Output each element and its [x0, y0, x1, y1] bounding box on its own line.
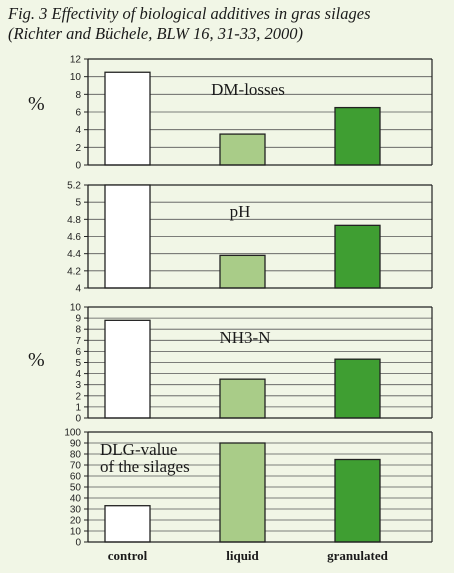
- bar-granulated: [334, 106, 381, 166]
- y-tick-label: 0: [75, 414, 81, 425]
- y-tick-label: 0: [75, 161, 81, 172]
- y-tick-label: 5: [75, 358, 81, 369]
- x-tick-label-control: control: [108, 548, 148, 563]
- y-tick-label: 2: [75, 143, 81, 154]
- y-tick-label: 6: [75, 347, 81, 358]
- y-tick-label: 70: [70, 461, 82, 472]
- y-tick-label: 1: [75, 402, 81, 413]
- y-tick-label: 20: [70, 516, 82, 527]
- y-tick-label: 0: [75, 538, 81, 549]
- y-tick-label: 2: [75, 391, 81, 402]
- bar-granulated: [334, 224, 381, 289]
- y-tick-label: 30: [70, 505, 82, 516]
- y-tick-label: 10: [70, 303, 82, 314]
- y-tick-label: 100: [64, 428, 81, 439]
- bar-liquid: [219, 442, 266, 543]
- x-tick-label-liquid: liquid: [226, 548, 259, 563]
- y-tick-label: 7: [75, 336, 81, 347]
- bar-liquid: [219, 133, 266, 166]
- unit-label: %: [28, 93, 45, 115]
- y-tick-label: 90: [70, 439, 82, 450]
- y-tick-label: 5.2: [67, 181, 81, 192]
- y-tick-label: 40: [70, 494, 82, 505]
- figure-title-line1: Fig. 3 Effectivity of biological additiv…: [8, 4, 371, 23]
- figure-subtitle-source: (Richter and Büchele, BLW 16, 31-33, 200…: [8, 24, 303, 43]
- y-tick-label: 9: [75, 314, 81, 325]
- bar-control: [104, 71, 151, 166]
- bar-liquid: [219, 254, 266, 289]
- y-tick-label: 60: [70, 472, 82, 483]
- y-tick-label: 6: [75, 108, 81, 119]
- bar-control: [104, 184, 151, 289]
- bar-control: [104, 319, 151, 419]
- bar-liquid: [219, 378, 266, 419]
- y-tick-label: 10: [70, 72, 82, 83]
- y-tick-label: 8: [75, 90, 81, 101]
- y-tick-label: 4: [75, 125, 81, 136]
- y-tick-label: 4: [75, 369, 81, 380]
- panel-label: DLG-value of the silages: [100, 440, 190, 476]
- y-tick-label: 4.6: [67, 232, 81, 243]
- unit-label: %: [28, 349, 45, 371]
- bar-control: [104, 505, 151, 543]
- y-tick-label: 4.2: [67, 266, 81, 277]
- y-tick-label: 12: [70, 55, 82, 66]
- panel-label: NH3-N: [220, 328, 271, 347]
- bar-granulated: [334, 458, 381, 543]
- figure-title: Fig. 3 Effectivity of biological additiv…: [8, 4, 371, 44]
- x-tick-label-granulated: granulated: [327, 548, 388, 563]
- y-tick-label: 80: [70, 450, 82, 461]
- y-tick-label: 4: [75, 284, 81, 295]
- y-tick-label: 8: [75, 325, 81, 336]
- y-tick-label: 4.4: [67, 249, 81, 260]
- y-tick-label: 50: [70, 483, 82, 494]
- y-tick-label: 4.8: [67, 215, 81, 226]
- y-tick-label: 3: [75, 380, 81, 391]
- panel-label: pH: [230, 202, 251, 221]
- bar-granulated: [334, 358, 381, 419]
- y-tick-label: 5: [75, 198, 81, 209]
- panel-label: DM-losses: [211, 80, 285, 99]
- y-tick-label: 10: [70, 527, 82, 538]
